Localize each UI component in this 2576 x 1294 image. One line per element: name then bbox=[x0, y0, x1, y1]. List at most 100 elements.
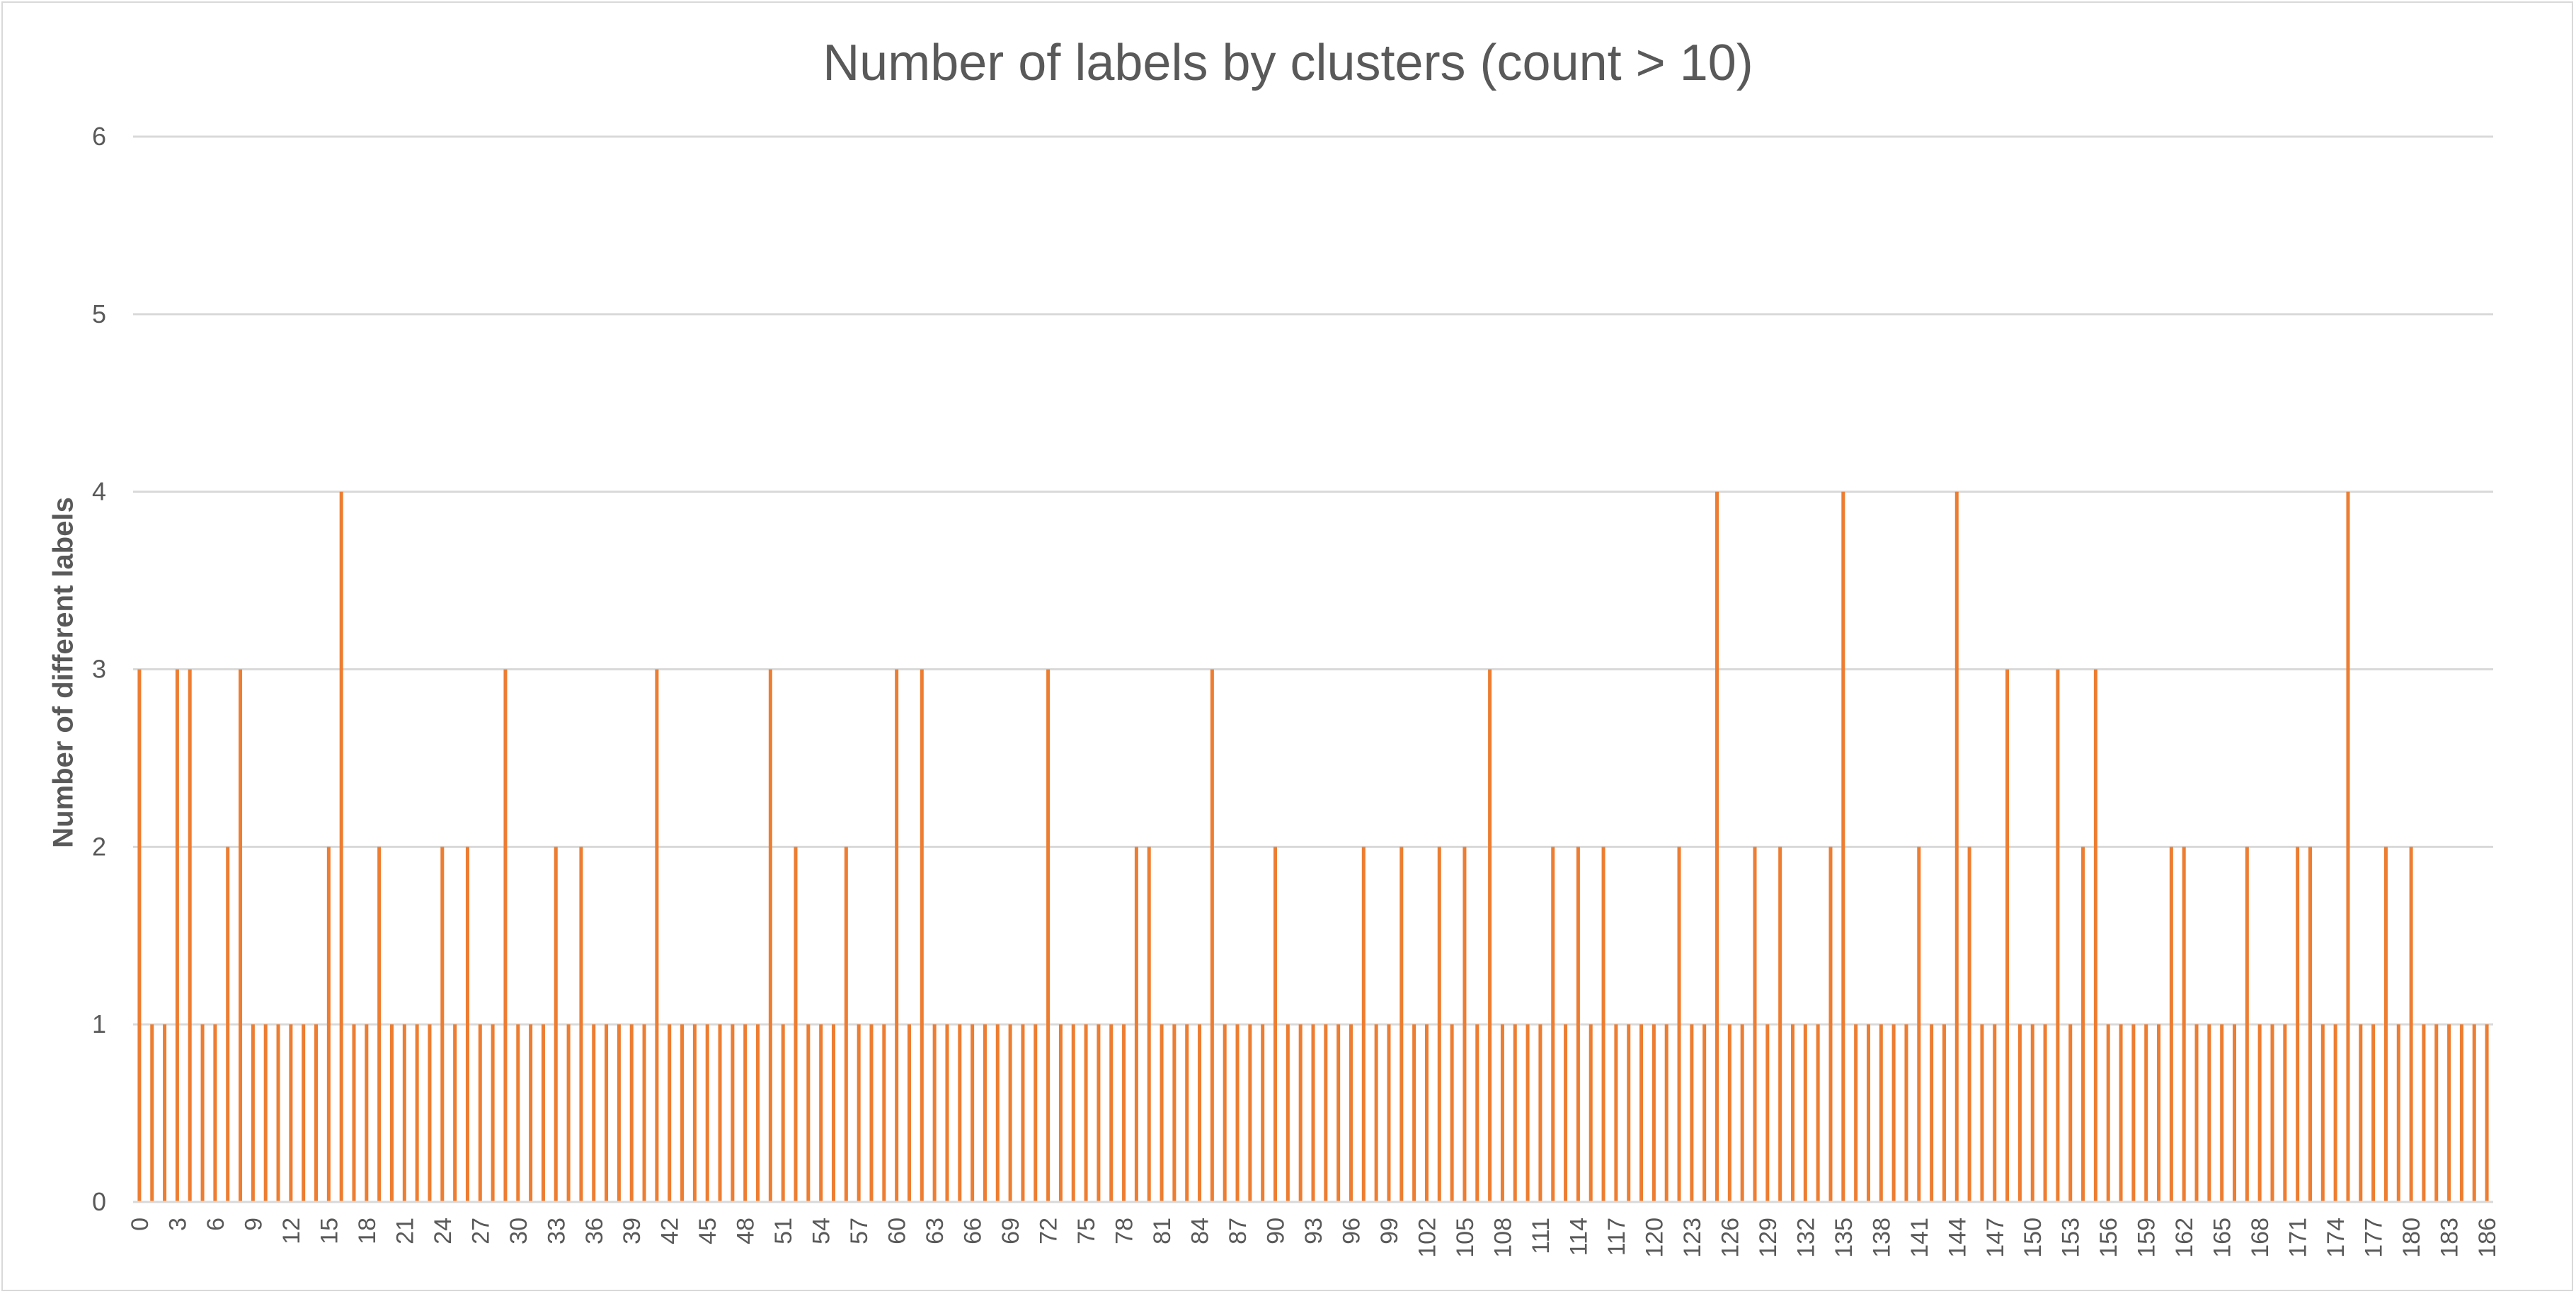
bar-101 bbox=[1412, 1024, 1416, 1202]
bar-166 bbox=[2233, 1024, 2237, 1202]
x-tick-label: 123 bbox=[1679, 1218, 1706, 1258]
bar-91 bbox=[1286, 1024, 1290, 1202]
bar-174 bbox=[2333, 1024, 2337, 1202]
x-tick-label: 57 bbox=[846, 1218, 873, 1244]
bar-104 bbox=[1450, 1024, 1454, 1202]
bar-4 bbox=[188, 669, 192, 1202]
bar-23 bbox=[428, 1024, 432, 1202]
bar-75 bbox=[1084, 1024, 1088, 1202]
x-tick-label: 114 bbox=[1565, 1218, 1592, 1256]
x-tick-label: 69 bbox=[997, 1218, 1024, 1244]
y-tick-label: 1 bbox=[92, 1009, 106, 1038]
x-tick-label: 75 bbox=[1073, 1218, 1100, 1244]
bar-74 bbox=[1071, 1024, 1075, 1202]
bar-58 bbox=[869, 1024, 874, 1202]
bar-50 bbox=[768, 669, 772, 1202]
bar-48 bbox=[743, 1024, 748, 1202]
bar-6 bbox=[213, 1024, 217, 1202]
bar-132 bbox=[1803, 1024, 1807, 1202]
bar-124 bbox=[1702, 1024, 1707, 1202]
bar-1 bbox=[150, 1024, 154, 1202]
bar-18 bbox=[365, 1024, 369, 1202]
x-tick-label: 36 bbox=[581, 1218, 608, 1244]
bar-84 bbox=[1198, 1024, 1202, 1202]
bar-123 bbox=[1690, 1024, 1694, 1202]
bar-3 bbox=[175, 669, 179, 1202]
bar-160 bbox=[2157, 1024, 2161, 1202]
x-tick-label: 138 bbox=[1868, 1218, 1895, 1258]
bar-25 bbox=[453, 1024, 457, 1202]
bar-153 bbox=[2068, 1024, 2073, 1202]
bar-33 bbox=[554, 847, 558, 1202]
x-tick-label: 168 bbox=[2247, 1218, 2274, 1258]
x-tick-label: 45 bbox=[694, 1218, 721, 1244]
bar-158 bbox=[2131, 1024, 2136, 1202]
bar-152 bbox=[2056, 669, 2060, 1202]
bar-161 bbox=[2169, 847, 2173, 1202]
bar-115 bbox=[1588, 1024, 1593, 1202]
x-tick-label: 9 bbox=[240, 1218, 267, 1231]
bar-22 bbox=[415, 1024, 419, 1202]
bar-165 bbox=[2220, 1024, 2224, 1202]
bar-0 bbox=[137, 669, 142, 1202]
bar-163 bbox=[2194, 1024, 2199, 1202]
bar-105 bbox=[1462, 847, 1467, 1202]
x-tick-label: 3 bbox=[164, 1218, 191, 1231]
bar-64 bbox=[945, 1024, 949, 1202]
bar-57 bbox=[857, 1024, 861, 1202]
x-tick-label: 186 bbox=[2474, 1218, 2501, 1258]
bar-121 bbox=[1664, 1024, 1668, 1202]
x-tick-label: 99 bbox=[1376, 1218, 1403, 1244]
bar-2 bbox=[163, 1024, 167, 1202]
bar-82 bbox=[1172, 1024, 1177, 1202]
bar-34 bbox=[566, 1024, 571, 1202]
bar-111 bbox=[1538, 1024, 1542, 1202]
bar-5 bbox=[200, 1024, 205, 1202]
x-tick-label: 150 bbox=[2020, 1218, 2047, 1258]
bar-175 bbox=[2346, 491, 2350, 1202]
x-tick-label: 60 bbox=[884, 1218, 911, 1244]
bar-90 bbox=[1273, 847, 1278, 1202]
bar-156 bbox=[2106, 1024, 2110, 1202]
bar-60 bbox=[895, 669, 899, 1202]
x-tick-label: 30 bbox=[505, 1218, 532, 1244]
x-tick-label: 120 bbox=[1641, 1218, 1668, 1258]
bar-73 bbox=[1058, 1024, 1063, 1202]
y-tick-labels: 0 1 2 3 4 5 6 bbox=[92, 122, 106, 1216]
bar-54 bbox=[819, 1024, 823, 1202]
x-tick-label: 102 bbox=[1414, 1218, 1441, 1258]
bar-81 bbox=[1160, 1024, 1164, 1202]
y-tick-label: 3 bbox=[92, 655, 106, 684]
bar-32 bbox=[541, 1024, 545, 1202]
bar-151 bbox=[2043, 1024, 2047, 1202]
bar-128 bbox=[1753, 847, 1757, 1202]
bar-135 bbox=[1841, 491, 1845, 1202]
bar-55 bbox=[832, 1024, 836, 1202]
bar-116 bbox=[1601, 847, 1605, 1202]
x-tick-label: 141 bbox=[1906, 1218, 1933, 1258]
bar-70 bbox=[1021, 1024, 1025, 1202]
bars bbox=[137, 491, 2489, 1202]
y-tick-label: 5 bbox=[92, 299, 106, 328]
bar-26 bbox=[465, 847, 469, 1202]
x-tick-label: 105 bbox=[1452, 1218, 1479, 1258]
bar-157 bbox=[2119, 1024, 2123, 1202]
bar-44 bbox=[692, 1024, 697, 1202]
bar-150 bbox=[2030, 1024, 2034, 1202]
x-tick-label: 171 bbox=[2285, 1218, 2312, 1258]
bar-8 bbox=[239, 669, 243, 1202]
bar-102 bbox=[1424, 1024, 1429, 1202]
bar-120 bbox=[1651, 1024, 1656, 1202]
y-tick-label: 0 bbox=[92, 1187, 106, 1216]
bar-170 bbox=[2283, 1024, 2287, 1202]
x-tick-label: 63 bbox=[922, 1218, 949, 1244]
bar-76 bbox=[1097, 1024, 1101, 1202]
bar-77 bbox=[1109, 1024, 1114, 1202]
bar-140 bbox=[1904, 1024, 1908, 1202]
bar-185 bbox=[2472, 1024, 2476, 1202]
bar-80 bbox=[1147, 847, 1151, 1202]
bar-119 bbox=[1639, 1024, 1644, 1202]
bar-122 bbox=[1677, 847, 1681, 1202]
bar-31 bbox=[529, 1024, 533, 1202]
bar-12 bbox=[289, 1024, 293, 1202]
